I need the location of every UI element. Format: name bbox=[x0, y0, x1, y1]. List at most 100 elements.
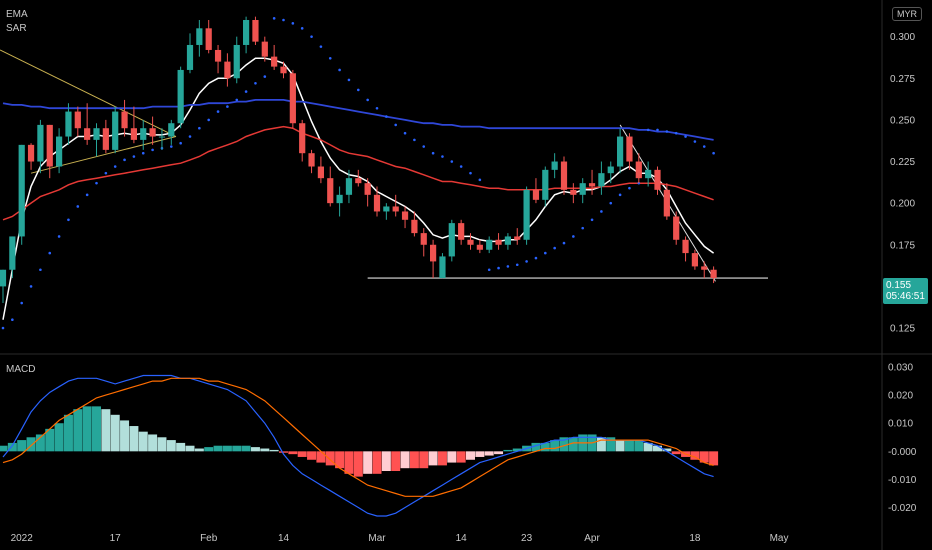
sar-dot bbox=[357, 88, 360, 92]
macd-histogram-bar bbox=[353, 451, 363, 477]
macd-histogram-bar bbox=[176, 442, 186, 452]
macd-histogram-bar bbox=[606, 437, 616, 452]
price-tick-label: 0.250 bbox=[890, 115, 915, 126]
macd-histogram-bar bbox=[615, 440, 625, 452]
candle-body bbox=[252, 19, 259, 42]
macd-histogram-bar bbox=[634, 440, 644, 452]
ema-legend[interactable]: EMA bbox=[6, 9, 28, 20]
sar-dot bbox=[226, 105, 229, 108]
macd-histogram-bar bbox=[428, 451, 438, 466]
sar-dot bbox=[506, 265, 510, 268]
macd-tick-label: -0.010 bbox=[888, 475, 917, 486]
candle-body bbox=[467, 239, 474, 245]
sar-dot bbox=[300, 27, 304, 30]
macd-histogram-bar bbox=[17, 440, 27, 452]
sar-dot bbox=[216, 110, 220, 113]
sar-dot bbox=[104, 171, 108, 175]
candle-body bbox=[168, 123, 175, 137]
sar-dot bbox=[141, 151, 145, 155]
sar-dot bbox=[132, 155, 136, 158]
candle-body bbox=[617, 136, 624, 167]
candle-body bbox=[102, 128, 109, 150]
sar-dot bbox=[413, 138, 416, 142]
macd-line bbox=[2, 374, 714, 517]
sar-dot bbox=[39, 268, 42, 272]
sar-dot bbox=[684, 135, 687, 138]
macd-histogram-bar bbox=[241, 445, 251, 452]
last-price-tag: 0.155 05:46:51 bbox=[883, 278, 928, 304]
sar-dot bbox=[1, 326, 5, 330]
sar-dot bbox=[581, 226, 584, 230]
sar-dot bbox=[656, 128, 659, 132]
macd-histogram-bar bbox=[335, 451, 345, 469]
sar-dot bbox=[113, 165, 117, 168]
sar-dot bbox=[403, 131, 407, 135]
last-price: 0.155 bbox=[886, 280, 912, 291]
macd-histogram-bar bbox=[166, 440, 176, 452]
macd-histogram-bar bbox=[54, 423, 64, 452]
sar-dot bbox=[235, 98, 239, 102]
macd-histogram-bar bbox=[512, 448, 522, 452]
sar-dot bbox=[385, 115, 388, 118]
macd-histogram-bar bbox=[45, 428, 55, 452]
macd-histogram-bar bbox=[194, 448, 204, 452]
candle-body bbox=[710, 269, 717, 279]
candle-body bbox=[673, 216, 680, 240]
sar-dot bbox=[11, 318, 14, 321]
sar-dot bbox=[590, 218, 594, 222]
candle-body bbox=[0, 269, 7, 287]
candle-body bbox=[560, 161, 568, 190]
macd-histogram-bar bbox=[531, 442, 541, 452]
candle-body bbox=[682, 239, 689, 254]
sar-dot bbox=[712, 151, 715, 155]
macd-histogram-bar bbox=[447, 451, 457, 463]
sar-dot bbox=[459, 165, 463, 168]
macd-histogram-bar bbox=[596, 437, 606, 452]
candle-body bbox=[345, 178, 353, 195]
sar-dot bbox=[394, 123, 398, 127]
candle-body bbox=[308, 153, 315, 167]
macd-histogram-bar bbox=[232, 445, 242, 452]
candle-body bbox=[56, 136, 63, 167]
macd-histogram-bar bbox=[101, 409, 111, 452]
ema-mid-line bbox=[2, 125, 714, 221]
sar-dot bbox=[618, 193, 622, 197]
candle-body bbox=[383, 206, 390, 212]
currency-badge[interactable]: MYR bbox=[892, 7, 922, 21]
sar-dot bbox=[515, 263, 519, 267]
candle-body bbox=[27, 144, 35, 162]
macd-histogram-bar bbox=[662, 448, 672, 452]
sar-dot bbox=[469, 171, 472, 175]
sar-legend[interactable]: SAR bbox=[6, 23, 27, 34]
macd-histogram-bar bbox=[157, 437, 167, 452]
candle-body bbox=[327, 178, 334, 204]
macd-legend[interactable]: MACD bbox=[6, 364, 36, 375]
time-tick-label: May bbox=[770, 533, 789, 544]
sar-dot bbox=[534, 256, 538, 260]
macd-histogram-bar bbox=[437, 451, 447, 466]
macd-tick-label: -0.020 bbox=[888, 503, 917, 514]
macd-histogram-bar bbox=[148, 434, 158, 452]
ema-slow-line bbox=[2, 99, 714, 141]
triangle-upper-trendline bbox=[0, 49, 177, 137]
macd-histogram-bar bbox=[307, 451, 317, 460]
sar-dot bbox=[646, 128, 650, 132]
candle-body bbox=[84, 128, 91, 140]
candle-body bbox=[448, 223, 455, 257]
macd-histogram-bar bbox=[316, 451, 326, 463]
indicator-lines bbox=[0, 17, 768, 330]
candle-body bbox=[37, 124, 44, 162]
candle-body bbox=[186, 44, 194, 70]
macd-histogram-bar bbox=[0, 445, 8, 452]
sar-dot bbox=[170, 145, 173, 148]
sar-dot bbox=[95, 181, 98, 185]
sar-dot bbox=[525, 260, 528, 263]
signal-line bbox=[2, 377, 714, 497]
macd-tick-label: 0.030 bbox=[888, 363, 913, 374]
candle-body bbox=[18, 144, 25, 237]
candle-body bbox=[514, 236, 521, 240]
price-tick-label: 0.200 bbox=[890, 199, 915, 210]
macd-histogram-bar bbox=[643, 442, 653, 452]
